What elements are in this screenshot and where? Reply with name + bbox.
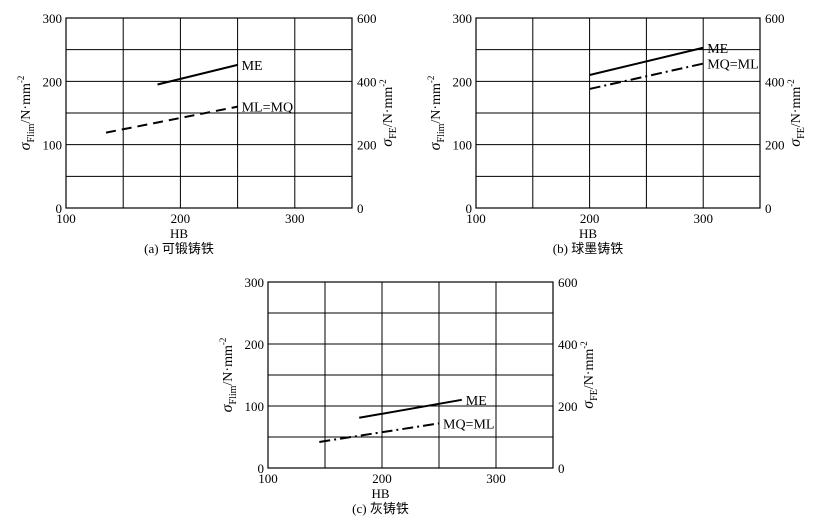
x-tick-label: 100 [258,471,278,486]
x-axis-label: HB [170,226,188,241]
y-left-tick-label: 0 [258,461,265,476]
y-left-tick-label: 100 [245,399,265,414]
x-tick-label: 200 [372,471,392,486]
grid [66,18,352,208]
y-left-axis-label-exponent: -2 [218,338,228,346]
series-label: MQ=ML [707,58,758,73]
y-right-tick-label: 600 [765,11,785,26]
y-left-tick-label: 200 [43,74,63,89]
y-right-axis-label-exponent: -2 [579,341,589,349]
series-line-mq-ml [319,422,440,443]
y-left-axis-label-symbol: σ [427,141,444,150]
y-left-axis-label: σFlim/N·mm-2 [16,76,37,151]
series-label: MQ=ML [443,417,494,432]
chart-subtitle: (c) 灰铸铁 [352,501,409,516]
chart-subtitle: (a) 可锻铸铁 [144,241,214,256]
y-left-tick-label: 300 [43,11,63,26]
y-left-tick-label: 200 [245,337,265,352]
y-right-tick-label: 600 [558,275,578,290]
y-left-axis-label-unit: /N·mm [19,83,34,124]
x-axis-label: HB [579,226,597,241]
y-right-tick-label: 200 [765,138,785,153]
series-line-ml-mq [105,105,238,134]
y-right-tick-label: 600 [357,11,377,26]
y-right-axis-label-symbol: σ [787,138,804,147]
y-left-axis-label: σFlim/N·mm-2 [426,76,447,151]
y-right-axis-label-unit: /N·mm [582,349,597,390]
y-right-axis-label: σFE/N·mm-2 [786,79,807,147]
y-left-axis-label: σFlim/N·mm-2 [218,338,239,413]
y-right-axis-label-exponent: -2 [786,79,796,87]
y-right-axis-label-subscript: FE [388,127,399,139]
y-right-tick-label: 400 [765,74,785,89]
y-left-axis-label-symbol: σ [219,403,236,412]
y-left-axis-label-subscript: Flim [228,385,239,404]
y-right-axis-label-subscript: FE [796,127,807,139]
series-line-me [359,398,462,419]
y-left-tick-label: 100 [453,138,473,153]
grid [268,282,553,468]
y-right-tick-label: 200 [558,399,578,414]
y-left-axis-label-unit: /N·mm [429,83,444,124]
chart-subtitle: (b) 球墨铸铁 [553,241,623,256]
y-left-axis-label-symbol: σ [17,141,34,150]
y-right-axis-label: σFE/N·mm-2 [579,341,600,409]
y-right-tick-label: 200 [357,138,377,153]
x-tick-label: 300 [486,471,506,486]
y-left-tick-label: 100 [43,138,63,153]
x-axis-label: HB [371,486,389,501]
y-right-tick-label: 0 [357,201,364,216]
y-left-axis-label-exponent: -2 [16,76,26,84]
y-right-tick-label: 0 [765,201,772,216]
series-label: ME [707,42,728,57]
y-left-tick-label: 300 [453,11,473,26]
x-tick-label: 200 [171,211,191,226]
y-right-tick-label: 400 [357,74,377,89]
y-right-axis-label-exponent: -2 [378,79,388,87]
y-left-axis-label-unit: /N·mm [221,345,236,386]
plot-frame [475,17,761,209]
grid [476,18,760,208]
plot-frame [267,281,554,469]
y-right-tick-label: 0 [558,461,565,476]
y-left-tick-label: 0 [56,201,63,216]
y-right-axis-label-subscript: FE [589,389,600,401]
series-label: ME [242,59,263,74]
y-left-tick-label: 300 [245,275,265,290]
series-line-me [157,63,238,86]
x-tick-label: 100 [56,211,76,226]
plot-frame [65,17,353,209]
x-tick-label: 300 [693,211,713,226]
series-line-mq-ml [589,62,704,90]
x-tick-label: 200 [580,211,600,226]
x-tick-label: 300 [285,211,305,226]
y-left-tick-label: 0 [466,201,473,216]
series-line-me [589,46,704,76]
y-left-axis-label-exponent: -2 [426,76,436,84]
y-right-axis-label-symbol: σ [379,138,396,147]
y-right-axis-label-symbol: σ [580,400,597,409]
y-left-axis-label-subscript: Flim [436,123,447,142]
y-left-axis-label-subscript: Flim [26,123,37,142]
x-tick-label: 100 [466,211,486,226]
y-right-axis-label-unit: /N·mm [381,87,396,128]
series-label: ME [466,394,487,409]
y-right-tick-label: 400 [558,337,578,352]
series-label: ML=MQ [242,101,293,116]
y-right-axis-label: σFE/N·mm-2 [378,79,399,147]
y-right-axis-label-unit: /N·mm [789,87,804,128]
y-left-tick-label: 200 [453,74,473,89]
